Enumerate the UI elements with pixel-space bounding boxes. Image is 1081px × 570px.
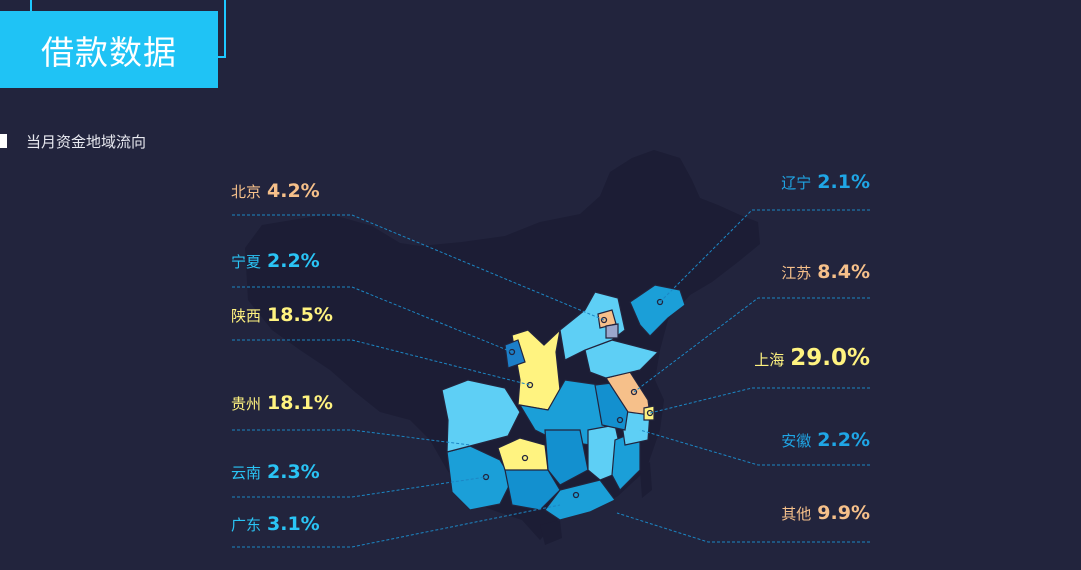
bullet-square-icon [0,134,7,148]
region-percent: 29.0% [790,345,870,371]
region-name: 云南 [231,464,262,482]
label-yunnan: 云南 2.3% [231,461,320,483]
region-name: 上海 [754,351,785,369]
region-sichuan [441,379,521,453]
region-name: 江苏 [781,264,812,282]
region-percent: 18.5% [267,304,333,326]
region-name: 陕西 [231,307,262,325]
region-yunnan [446,445,513,511]
region-percent: 18.1% [267,392,333,414]
region-percent: 9.9% [817,502,870,524]
label-guizhou: 贵州 18.1% [231,392,333,414]
region-tianjin [605,323,619,339]
region-shanghai [643,405,655,421]
region-guangxi [504,469,561,511]
region-percent: 8.4% [817,261,870,283]
region-name: 北京 [231,183,262,201]
region-shaanxi [511,328,561,411]
leader-lines [232,209,870,548]
region-hunan [544,429,589,486]
region-percent: 3.1% [267,513,320,535]
region-liaoning [629,284,686,337]
label-jiangsu: 江苏 8.4% [781,261,870,283]
region-name: 宁夏 [231,253,262,271]
province-cluster [441,284,686,521]
label-guangdong: 广东 3.1% [231,513,320,535]
subtitle-text: 当月资金地域流向 [26,132,147,151]
city-markers [482,298,664,499]
label-shanghai: 上海 29.0% [754,345,870,371]
region-name: 其他 [781,505,812,523]
label-ningxia: 宁夏 2.2% [231,250,320,272]
hainan-island [540,520,562,545]
region-percent: 2.2% [267,250,320,272]
label-other: 其他 9.9% [781,502,870,524]
label-shaanxi: 陕西 18.5% [231,304,333,326]
region-percent: 2.3% [267,461,320,483]
label-liaoning: 辽宁 2.1% [781,171,870,193]
region-name: 安徽 [781,432,812,450]
label-anhui: 安徽 2.2% [781,429,870,451]
region-percent: 4.2% [267,180,320,202]
region-percent: 2.2% [817,429,870,451]
region-name: 贵州 [231,395,262,413]
region-percent: 2.1% [817,171,870,193]
label-beijing: 北京 4.2% [231,180,320,202]
page-title: 借款数据 [0,11,218,88]
section-subtitle: 当月资金地域流向 [0,131,146,151]
taiwan-island [640,462,652,498]
region-name: 辽宁 [781,174,812,192]
region-shanxi-hebei [559,291,626,361]
region-name: 广东 [231,516,262,534]
region-ningxia [504,339,526,369]
